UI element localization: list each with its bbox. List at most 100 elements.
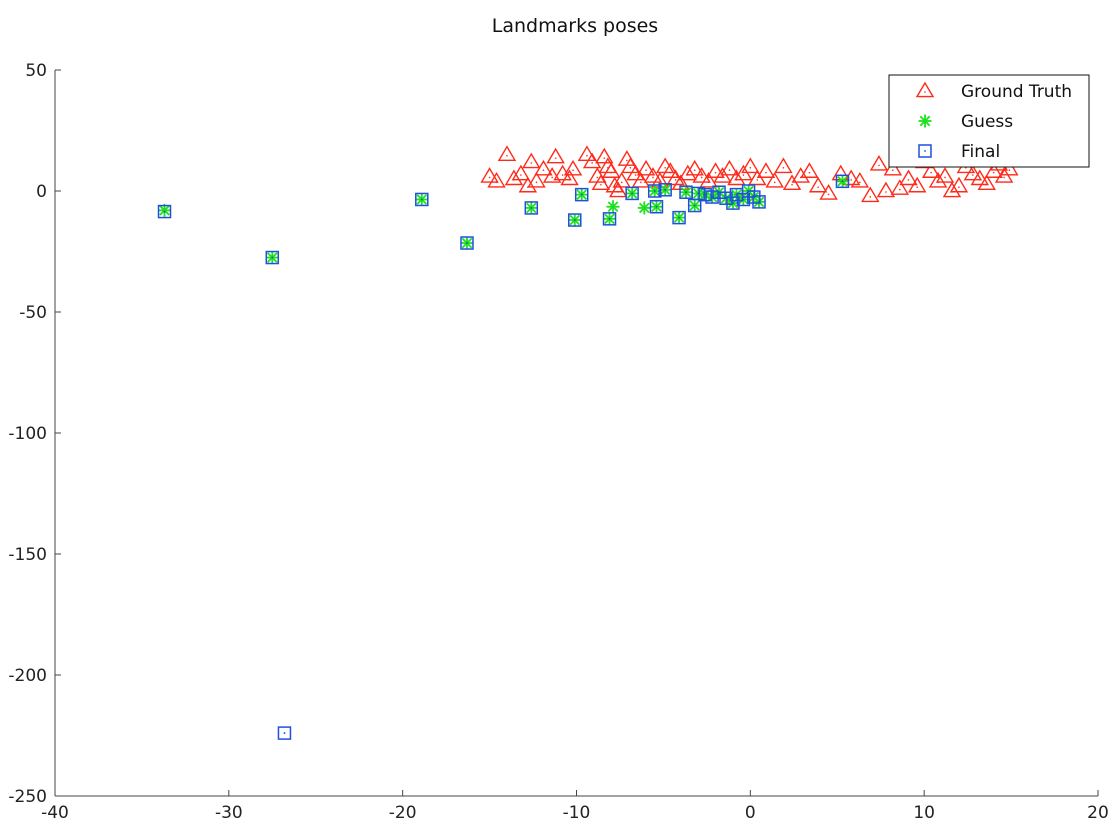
ground-truth-point <box>921 162 941 178</box>
final-point-shape <box>705 190 719 204</box>
final-point <box>574 187 589 202</box>
ground-truth-point <box>869 154 889 171</box>
final-point-shape <box>672 210 686 225</box>
ground-truth-point-shape <box>808 176 828 193</box>
ground-truth-point-shape <box>534 159 553 176</box>
ground-truth-point-shape <box>678 164 697 181</box>
ground-truth-point-dot <box>817 186 819 188</box>
final-point-dot <box>530 207 533 209</box>
ground-truth-point-dot <box>958 186 960 188</box>
final-point-dot <box>163 210 166 213</box>
legend-marker-ground-truth-dot <box>924 91 926 93</box>
ground-truth-point-shape <box>563 159 583 176</box>
legend-label-guess: Guess <box>961 112 1013 132</box>
data-marks <box>157 145 1019 740</box>
final-point-dot <box>466 242 468 244</box>
ground-truth-point <box>899 169 918 186</box>
legend-marker-ground-truth-shape <box>915 81 935 98</box>
ground-truth-point-dot <box>899 188 901 191</box>
final-point-dot <box>271 256 274 259</box>
ground-truth-point <box>522 152 541 169</box>
ground-truth-point-dot <box>707 181 710 184</box>
legend-label-final: Final <box>961 142 1000 162</box>
ground-truth-point <box>907 176 927 193</box>
ground-truth-point-shape <box>765 171 784 188</box>
ground-truth-point-dot <box>664 167 666 169</box>
x-tick-label: 20 <box>1087 803 1109 823</box>
guess-point <box>606 200 620 214</box>
ground-truth-point-dot <box>591 162 593 164</box>
series-ground-truth <box>480 145 1019 203</box>
ground-truth-point <box>949 176 969 193</box>
ground-truth-point-shape <box>685 159 704 176</box>
final-point <box>265 250 280 265</box>
ground-truth-point-shape <box>819 184 838 200</box>
ground-truth-point <box>608 181 628 198</box>
legend-marker-guess <box>918 114 932 128</box>
ground-truth-point <box>602 162 621 178</box>
final-point-dot <box>678 216 680 219</box>
ground-truth-point-dot <box>885 191 887 193</box>
y-tick-label: -200 <box>8 666 47 686</box>
final-point-shape <box>719 191 733 206</box>
ground-truth-point <box>977 174 996 191</box>
ground-truth-point-dot <box>930 171 932 174</box>
legend-label-ground-truth: Ground Truth <box>961 82 1072 102</box>
final-point-shape <box>698 187 712 202</box>
ground-truth-point-dot <box>916 186 919 188</box>
ground-truth-point-shape <box>869 154 889 171</box>
final-point-shape <box>415 192 429 207</box>
final-point-shape <box>835 174 850 189</box>
ground-truth-point-shape <box>1000 159 1019 176</box>
ground-truth-point-dot <box>728 169 731 172</box>
ground-truth-point <box>546 147 565 164</box>
ground-truth-point-dot <box>773 181 776 184</box>
ground-truth-point <box>890 179 910 195</box>
legend-marker-final-dot <box>924 150 926 152</box>
final-point-dot <box>580 193 583 196</box>
ground-truth-point <box>591 174 611 191</box>
final-point <box>726 196 740 210</box>
ground-truth-point-shape <box>577 145 597 162</box>
ground-truth-point-dot <box>972 174 974 176</box>
ground-truth-point-dot <box>680 183 682 186</box>
final-point <box>672 210 686 225</box>
ground-truth-point-dot <box>659 181 661 184</box>
ground-truth-point-shape <box>636 159 656 176</box>
guess-point <box>637 201 651 215</box>
legend-marker-final-shape <box>918 144 932 158</box>
final-point-dot <box>742 198 745 201</box>
ground-truth-point-shape <box>883 159 903 176</box>
x-tick-label: -20 <box>389 803 417 823</box>
ground-truth-point <box>582 152 602 169</box>
ground-truth-point <box>706 162 725 178</box>
ground-truth-point-dot <box>892 169 894 172</box>
final-point-dot <box>664 188 667 191</box>
ground-truth-point <box>800 162 819 178</box>
ground-truth-point-shape <box>546 147 565 164</box>
ground-truth-point <box>631 171 651 188</box>
ground-truth-point-dot <box>596 176 599 179</box>
final-point-dot <box>631 192 634 195</box>
y-tick-label: -50 <box>19 303 47 323</box>
ground-truth-point-shape <box>671 174 691 191</box>
ground-truth-point-dot <box>1003 176 1005 179</box>
final-point-shape <box>658 183 672 197</box>
ground-truth-point-dot <box>700 176 703 179</box>
ground-truth-point <box>720 159 739 176</box>
ground-truth-point-dot <box>629 167 632 169</box>
ground-truth-point-dot <box>535 181 538 184</box>
ground-truth-point-dot <box>859 181 861 184</box>
final-point-dot <box>758 200 760 203</box>
ground-truth-point <box>756 162 776 178</box>
ground-truth-point-shape <box>935 167 955 183</box>
ground-truth-point-dot <box>542 169 545 172</box>
legend-marker-final <box>918 144 932 158</box>
ground-truth-point-shape <box>963 164 983 181</box>
y-tick-label: 50 <box>25 61 47 81</box>
ground-truth-point-dot <box>907 179 910 181</box>
ground-truth-point-dot <box>693 169 696 172</box>
ground-truth-point-shape <box>621 157 640 174</box>
ground-truth-point-dot <box>600 183 602 186</box>
